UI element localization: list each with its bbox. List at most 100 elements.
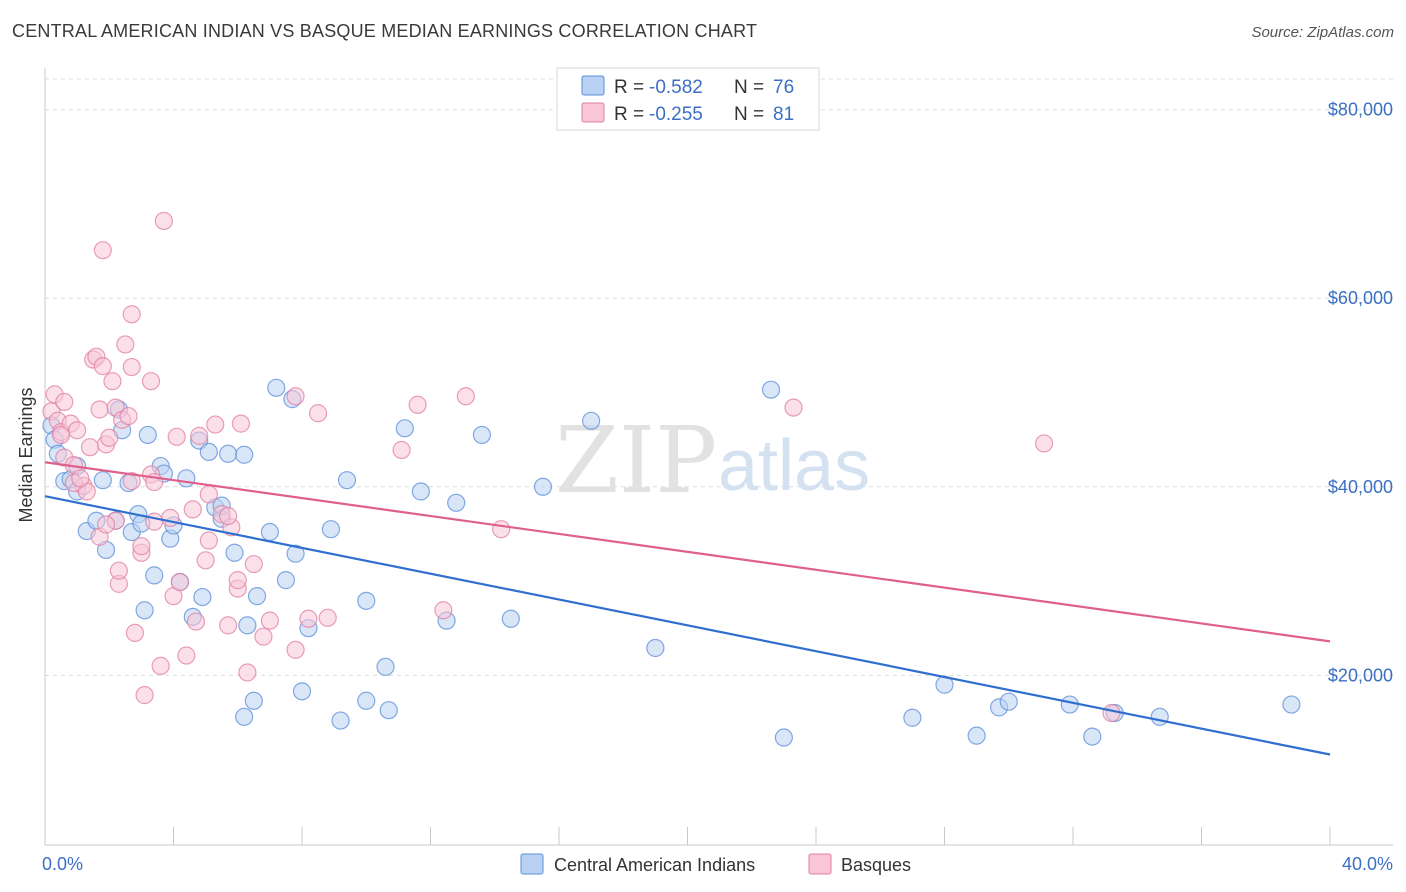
point-basque-58 [254, 627, 273, 646]
point-basque-4 [55, 392, 74, 412]
point-central-american-68 [999, 692, 1018, 711]
point-basque-11 [80, 438, 100, 457]
point-central-american-44 [292, 682, 312, 701]
point-basque-19 [103, 372, 122, 391]
point-basque-8 [68, 421, 87, 440]
point-central-american-39 [260, 522, 279, 542]
point-basque-48 [199, 531, 218, 550]
point-basque-63 [318, 608, 337, 627]
point-central-american-35 [238, 616, 257, 635]
point-basque-46 [196, 551, 215, 570]
point-basque-61 [299, 609, 318, 628]
point-basque-32 [135, 686, 154, 705]
point-basque-42 [177, 646, 196, 665]
point-basque-28 [122, 357, 141, 377]
point-central-american-64 [903, 708, 922, 727]
point-basque-57 [244, 554, 263, 574]
point-central-american-56 [447, 493, 466, 512]
point-central-american-49 [357, 591, 376, 610]
point-basque-77 [51, 425, 71, 445]
stats-legend: R = -0.582 N = 76 R = -0.255 N = 81 [556, 67, 820, 131]
point-central-american-58 [501, 609, 520, 628]
legend-r-value-1: -0.582 [649, 77, 703, 98]
series-legend-swatch-central-american [520, 853, 544, 875]
point-basque-66 [408, 395, 427, 414]
point-basque-37 [154, 211, 173, 231]
x-tick-labels: 0.0% 40.0% [42, 854, 1393, 874]
point-basque-76 [122, 472, 141, 491]
chart-title: CENTRAL AMERICAN INDIAN VS BASQUE MEDIAN… [12, 21, 758, 41]
point-central-american-29 [199, 442, 218, 462]
point-central-american-60 [582, 411, 601, 430]
point-basque-54 [228, 571, 247, 590]
point-basque-59 [260, 611, 279, 630]
point-central-american-72 [1150, 707, 1169, 726]
legend-swatch-basques [581, 102, 605, 123]
point-central-american-47 [331, 711, 350, 730]
point-central-american-19 [145, 566, 164, 585]
legend-r-label-1: R = [614, 77, 644, 98]
point-basque-56 [238, 663, 257, 682]
point-basque-16 [93, 357, 112, 376]
legend-n-label-2: N = [734, 104, 764, 125]
point-basque-23 [109, 561, 128, 580]
point-central-american-33 [225, 543, 244, 562]
series-basques [42, 211, 1121, 723]
point-central-american-38 [235, 707, 254, 726]
y-tick-label-3: $80,000 [1328, 100, 1393, 120]
point-basque-67 [434, 601, 453, 620]
point-central-american-40 [267, 378, 286, 397]
point-central-american-28 [193, 587, 212, 607]
point-basque-69 [492, 520, 511, 539]
x-tick-label-0: 0.0% [42, 854, 83, 874]
point-central-american-37 [247, 587, 267, 606]
x-tick-label-1: 40.0% [1342, 854, 1393, 874]
chart-source: Source: ZipAtlas.com [1251, 24, 1394, 41]
point-central-american-61 [646, 638, 665, 658]
point-central-american-53 [395, 419, 414, 438]
point-basque-73 [93, 241, 112, 260]
point-basque-62 [308, 404, 328, 423]
y-tick-label-1: $40,000 [1328, 477, 1393, 497]
point-basque-70 [784, 398, 803, 417]
point-basque-43 [183, 500, 202, 519]
point-central-american-46 [321, 520, 341, 539]
point-basque-14 [90, 400, 109, 419]
point-central-american-66 [967, 726, 986, 745]
legend-n-value-2: 81 [773, 104, 794, 125]
point-central-american-62 [761, 380, 781, 399]
point-basque-31 [132, 537, 151, 556]
watermark-zip: ZIP [555, 407, 717, 514]
point-basque-71 [1034, 434, 1054, 453]
point-basque-36 [151, 656, 170, 675]
point-basque-40 [167, 427, 186, 446]
axes [44, 68, 1393, 846]
point-central-american-9 [93, 471, 112, 490]
trend-lines [44, 461, 1331, 756]
data-points [42, 211, 1301, 747]
point-central-american-59 [533, 477, 553, 496]
series-legend-central-american: Central American Indians [554, 855, 755, 875]
point-basque-18 [100, 428, 119, 447]
point-basque-26 [119, 406, 138, 426]
point-basque-41 [170, 572, 190, 592]
point-central-american-73 [1282, 695, 1301, 714]
y-tick-labels: $20,000 $40,000 $60,000 $80,000 [1328, 100, 1393, 686]
point-basque-49 [206, 415, 225, 434]
point-basque-78 [96, 515, 116, 534]
series-legend-basques: Basques [841, 855, 911, 875]
trend-line-central-american-indians [44, 495, 1331, 756]
y-tick-label-2: $60,000 [1328, 288, 1393, 308]
watermark-atlas: atlas [718, 426, 870, 506]
point-central-american-41 [276, 571, 296, 590]
watermark: ZIP atlas [555, 407, 870, 514]
point-central-american-43 [286, 544, 305, 563]
y-axis-title: Median Earnings [16, 387, 36, 522]
point-central-american-18 [138, 425, 157, 445]
legend-r-value-2: -0.255 [649, 104, 703, 125]
point-central-american-57 [472, 425, 491, 445]
point-basque-33 [141, 372, 161, 391]
point-basque-51 [219, 616, 238, 635]
point-basque-68 [456, 387, 475, 406]
